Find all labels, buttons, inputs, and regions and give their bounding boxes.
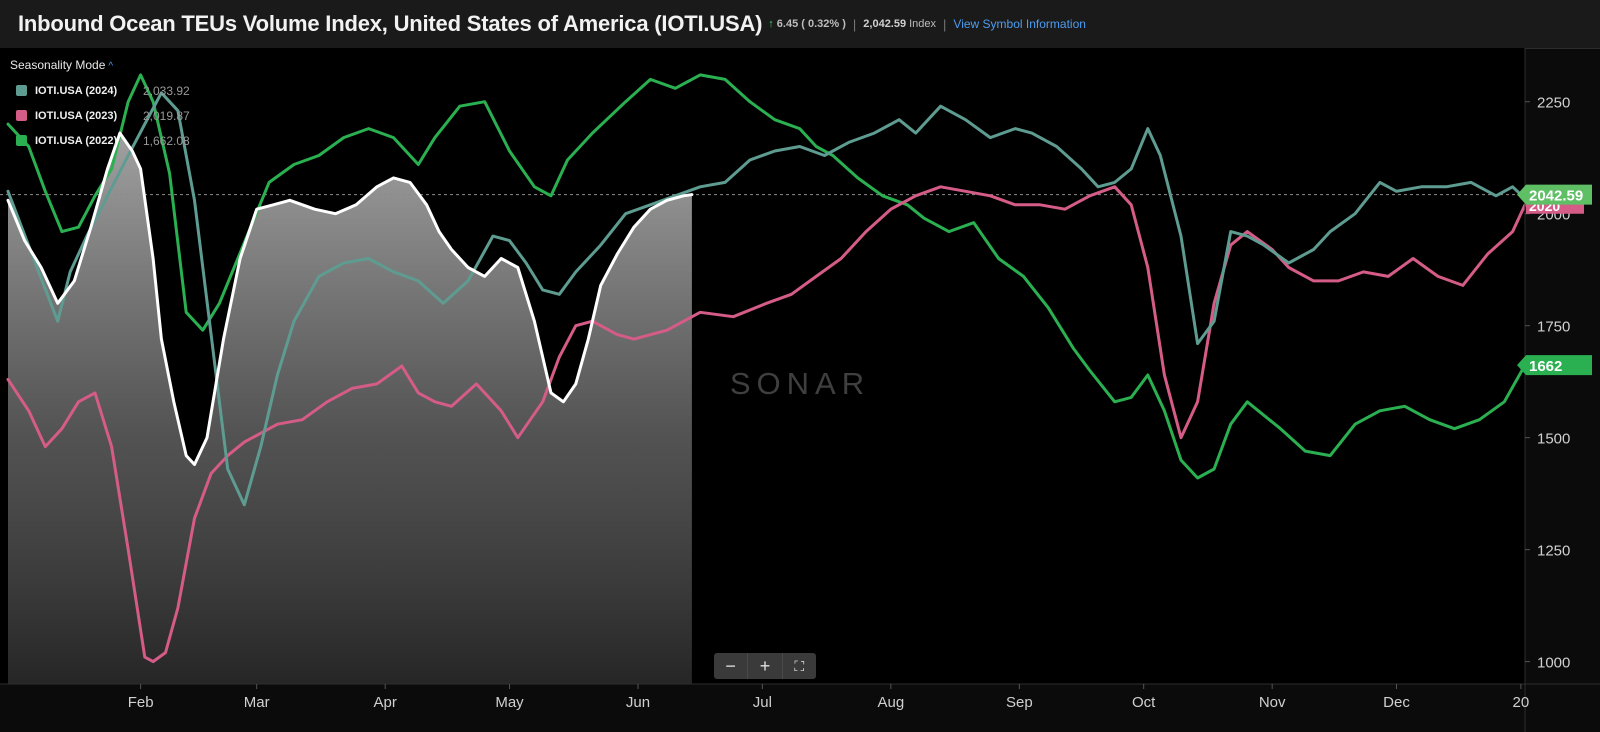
y-tick-label: 1000 xyxy=(1537,655,1570,672)
up-arrow-icon: ↑ xyxy=(768,18,774,30)
x-tick-label: Sep xyxy=(1006,694,1033,711)
legend-label: IOTI.USA (2023) xyxy=(35,109,118,122)
series-line-ioti-usa-2025- xyxy=(6,131,694,466)
legend-swatch xyxy=(16,110,27,121)
x-tick-label: Jul xyxy=(753,694,772,711)
legend-value: 2,019.87 xyxy=(143,108,190,123)
fullscreen-button[interactable]: ⛶ xyxy=(794,657,805,674)
y-tick-label: 1750 xyxy=(1537,319,1570,336)
series-line-ioti-usa-2024- xyxy=(6,91,1527,507)
legend-swatch xyxy=(16,85,27,96)
price-change: ↑ 6.45 ( 0.32% ) xyxy=(768,18,846,30)
legend-item-2022[interactable]: IOTI.USA (2022) 1,662.08 xyxy=(10,128,190,153)
series-2022-tag: 1662 xyxy=(1529,358,1562,375)
legend-item-2023[interactable]: IOTI.USA (2023) 2,019.87 xyxy=(10,103,190,128)
current-year-area xyxy=(8,133,692,685)
series-line-ioti-usa-2022- xyxy=(6,73,1527,480)
last-value: 2,042.59 xyxy=(863,18,907,30)
chart-header: Inbound Ocean TEUs Volume Index, United … xyxy=(0,0,1600,49)
seasonality-mode-toggle[interactable]: Seasonality Mode ^ xyxy=(10,58,190,72)
zoom-controls: − + ⛶ xyxy=(714,653,816,679)
value-unit: Index xyxy=(909,18,937,30)
x-tick-label: Apr xyxy=(374,694,397,711)
legend-value: 2,033.92 xyxy=(143,83,190,98)
caret-up-icon: ^ xyxy=(108,61,114,72)
x-tick-label: Jun xyxy=(626,694,650,711)
y-tick-label: 1250 xyxy=(1537,543,1570,560)
x-tick-label: May xyxy=(495,694,524,711)
x-tick-label: Aug xyxy=(877,694,904,711)
x-tick-label: Oct xyxy=(1132,694,1156,711)
view-symbol-information-link[interactable]: View Symbol Information xyxy=(953,17,1086,31)
price-change-value: 6.45 ( 0.32% ) xyxy=(776,18,846,30)
seasonality-mode-label: Seasonality Mode xyxy=(10,58,106,72)
x-tick-label: Mar xyxy=(244,694,270,711)
zoom-in-button[interactable]: + xyxy=(748,653,783,679)
x-tick-label: Dec xyxy=(1383,694,1410,711)
zoom-out-button[interactable]: − xyxy=(714,653,749,679)
separator: | xyxy=(943,16,947,32)
sonar-watermark: SONAR xyxy=(730,366,870,401)
last-value-tag: 2042.59 xyxy=(1529,188,1583,205)
series-2022-tag-shape xyxy=(1517,355,1592,376)
series-line-ioti-usa-2023- xyxy=(6,185,1527,664)
separator: | xyxy=(852,16,857,32)
legend-label: IOTI.USA (2024) xyxy=(35,84,118,97)
y-tick-label: 1500 xyxy=(1537,431,1570,448)
page-title: Inbound Ocean TEUs Volume Index, United … xyxy=(18,11,763,36)
legend-value: 1,662.08 xyxy=(143,133,190,148)
legend-item-2024[interactable]: IOTI.USA (2024) 2,033.92 xyxy=(10,78,190,103)
legend-swatch xyxy=(16,135,27,146)
x-tick-label: Nov xyxy=(1259,694,1286,711)
y-tick-label: 2250 xyxy=(1537,95,1570,112)
x-tick-label: 20 xyxy=(1513,694,1530,711)
x-tick-label: Feb xyxy=(128,694,154,711)
legend: Seasonality Mode ^ IOTI.USA (2024) 2,033.… xyxy=(10,58,190,153)
legend-label: IOTI.USA (2022) xyxy=(35,134,118,147)
last-value-tag-shape xyxy=(1517,184,1592,205)
